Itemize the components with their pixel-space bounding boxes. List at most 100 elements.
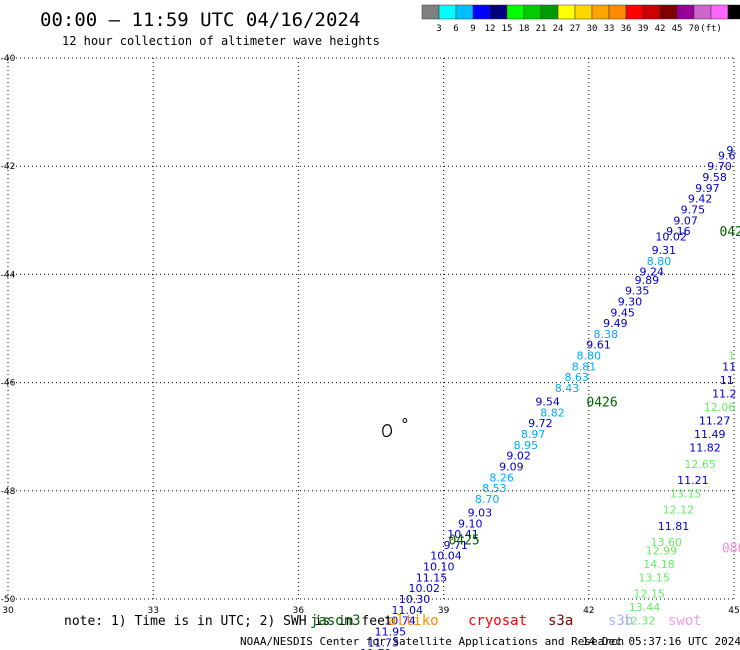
wave-height-point: 9.24 [639,266,664,279]
color-swatch [642,4,661,20]
wave-height-point: 13.44 [629,601,661,614]
page-title: 00:00 – 11:59 UTC 04/16/2024 [40,9,360,31]
color-scale-label: 39 [638,24,649,34]
color-scale-label: 36 [621,24,632,34]
color-scale-label: 9 [470,24,475,34]
legend-entry: swot [668,613,702,629]
wave-height-point: 8.80 [577,350,602,363]
legend-entry: altiko [388,613,439,629]
wave-height-point: 9.03 [468,506,493,519]
wave-height-point: 12.12 [663,504,695,517]
color-swatch [438,4,457,20]
color-swatch [676,4,695,20]
wave-height-point: 8.97 [521,428,546,441]
wave-height-point: 9.10 [458,517,483,530]
wave-height-point: 10.41 [447,528,479,541]
wave-height-point: 11.2 [712,387,737,400]
y-tick-label: -50 [1,595,16,605]
wave-height-point: 8.70 [475,493,500,506]
wave-height-point: 9.45 [610,306,635,319]
color-scale-label: 45 [672,24,683,34]
color-swatch [591,4,610,20]
color-scale-label: 30 [587,24,598,34]
color-swatch [693,4,712,20]
wave-height-point: 9.31 [652,244,677,257]
wave-height-point: 11.95 [375,625,407,638]
track-time-label: 0426 [586,396,617,411]
footer-timestamp: 14 Dec 05:37:16 UTC 2024 [582,635,740,648]
wave-height-point: 9.35 [625,285,650,298]
wave-height-point: 10.30 [399,593,431,606]
wave-height-point: 11 [722,360,736,373]
island-outlines [382,417,408,438]
wave-height-point: 9.89 [635,274,660,287]
wave-height-point: 11.04 [392,604,424,617]
wave-height-point: 8.82 [540,406,565,419]
legend-entry: s3b [608,613,633,629]
wave-height-point: 9.09 [499,460,524,473]
color-swatch [727,4,740,20]
y-tick-label: -46 [1,379,16,389]
wave-height-point: 12.99 [646,544,678,557]
y-tick-label: -48 [1,487,16,497]
wave-height-point: 12.06 [704,401,736,414]
color-swatch [421,4,440,20]
color-swatch [659,4,678,20]
color-swatch [574,4,593,20]
color-swatch [489,4,508,20]
wave-height-point: 1 [728,350,735,363]
page-subtitle: 12 hour collection of altimeter wave hei… [62,34,380,48]
color-swatch [472,4,491,20]
wave-height-point: 10.74 [384,615,416,628]
wave-height-point: 9.75 [681,203,706,216]
wave-height-point: 9.71 [443,539,468,552]
island-outline [402,417,408,423]
wave-height-point: 9.49 [603,317,628,330]
y-tick-label: -40 [1,54,16,64]
footer-note: note: 1) Time is in UTC; 2) SWH is in fe… [64,614,393,629]
wave-height-point: 13.60 [650,536,682,549]
wave-height-point: 8.63 [564,371,589,384]
wave-height-point: 10.04 [430,550,462,563]
wave-height-point: 9.07 [673,214,698,227]
wave-height-point: 14.18 [643,558,675,571]
wave-height-point: 9.42 [688,193,713,206]
color-swatch [540,4,559,20]
wave-height-point: 10.02 [408,582,440,595]
wave-height-point: 9.58 [702,171,727,184]
x-tick-label: 42 [583,606,594,616]
x-axis-tick-labels: 30 33 36 39 42 45 [2,606,739,616]
color-swatch [523,4,542,20]
wave-height-point: 11.81 [658,520,690,533]
color-scale-label: 33 [604,24,615,34]
wave-height-point: 9. [726,144,737,157]
wave-height-point: 11.21 [677,474,709,487]
wave-height-point: 9.61 [586,339,611,352]
wave-height-point: 12.32 [624,615,656,628]
x-tick-label: 39 [438,606,450,616]
wave-height-point: 8.95 [514,439,539,452]
x-tick-label: 33 [147,606,158,616]
wave-height-point: 8.43 [555,382,580,395]
color-scale-label: 42 [655,24,666,34]
x-tick-label: 30 [2,606,14,616]
color-scale-label: 70 [689,24,700,34]
track-time-label: 0427 [719,225,740,240]
wave-height-point: 11.82 [689,442,721,455]
track-time-label: 0425 [448,533,479,548]
wave-height-point: 9.6 [718,149,736,162]
footer-credit: NOAA/NESDIS Center for Satellite Applica… [240,635,624,648]
wave-height-point: 9.97 [695,182,720,195]
wave-height-labels: 9.9.69.709.589.979.429.759.079.1610.029.… [360,144,737,650]
color-scale-bar [421,4,740,20]
satellite-legend: jason3 altiko cryosat s3a s3b swot [310,613,702,629]
map-grid [7,57,735,600]
legend-entry: cryosat [468,613,527,629]
wave-height-point: 8.26 [489,471,514,484]
color-scale-label: 18 [519,24,530,34]
color-scale-label: 12 [485,24,496,34]
color-scale-label: 24 [553,24,564,34]
wave-height-point: 9.30 [618,295,643,308]
color-scale-labels: 3 6 9 12 15 18 21 24 27 30 33 36 39 42 45 70 (ft) [436,24,722,34]
